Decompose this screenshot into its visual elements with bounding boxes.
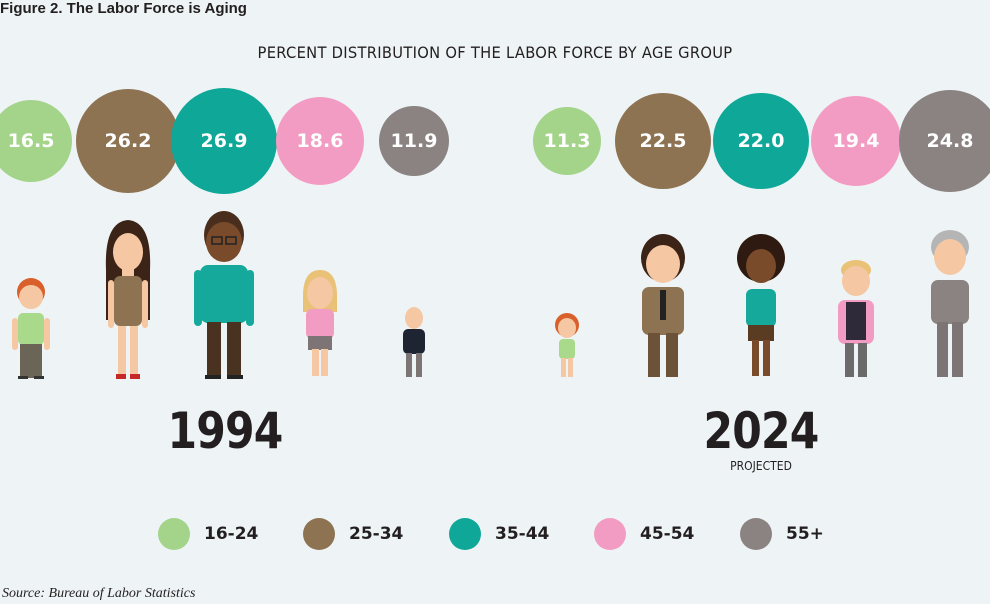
legend-item-45-54: 45-54 xyxy=(594,517,694,551)
bubble-2024-55-plus: 24.8 xyxy=(899,90,990,192)
person-2024-35-44-icon xyxy=(737,234,785,376)
bubble-2024-35-44: 22.0 xyxy=(713,93,809,189)
legend-swatch xyxy=(303,518,335,550)
year-1994-label: 1994 xyxy=(167,402,284,460)
person-1994-16-24-icon xyxy=(12,278,50,379)
bubble-2024-45-54: 19.4 xyxy=(811,96,901,186)
person-2024-16-24-icon xyxy=(555,313,579,377)
bubble-1994-45-54: 18.6 xyxy=(276,97,364,185)
legend-label: 16-24 xyxy=(204,524,259,544)
year-2024-label: 2024 xyxy=(703,402,820,460)
legend-label: 55+ xyxy=(786,524,824,544)
person-2024-25-34-icon xyxy=(641,234,685,377)
person-1994-25-34-icon xyxy=(105,220,151,379)
person-1994-45-54-icon xyxy=(302,270,338,376)
legend-swatch xyxy=(740,518,772,550)
bubble-1994-16-24: 16.5 xyxy=(0,99,73,183)
chart-title: PERCENT DISTRIBUTION OF THE LABOR FORCE … xyxy=(257,43,733,62)
legend-swatch xyxy=(594,518,626,550)
person-2024-55-plus-icon xyxy=(931,230,969,377)
legend-label: 45-54 xyxy=(640,524,695,544)
legend-label: 25-34 xyxy=(349,524,404,544)
figure-title: Figure 2. The Labor Force is Aging xyxy=(0,0,247,17)
legend-swatch xyxy=(158,518,190,550)
legend-item-35-44: 35-44 xyxy=(449,517,549,551)
legend-swatch xyxy=(449,518,481,550)
legend-item-16-24: 16-24 xyxy=(158,517,258,551)
bubble-1994-55-plus: 11.9 xyxy=(378,105,450,177)
person-2024-45-54-icon xyxy=(838,260,874,377)
person-1994-35-44-icon xyxy=(194,211,254,379)
person-1994-55-plus-icon xyxy=(403,307,425,377)
bubble-1994-25-34: 26.2 xyxy=(75,88,181,194)
projected-label: PROJECTED xyxy=(730,459,792,473)
source-note: Source: Bureau of Labor Statistics xyxy=(2,586,196,601)
legend-label: 35-44 xyxy=(495,524,550,544)
legend-item-25-34: 25-34 xyxy=(303,517,403,551)
legend-item-55-plus: 55+ xyxy=(740,517,824,551)
bubble-1994-35-44: 26.9 xyxy=(171,88,277,194)
bubble-2024-25-34: 22.5 xyxy=(614,92,712,190)
bubble-2024-16-24: 11.3 xyxy=(532,106,602,176)
